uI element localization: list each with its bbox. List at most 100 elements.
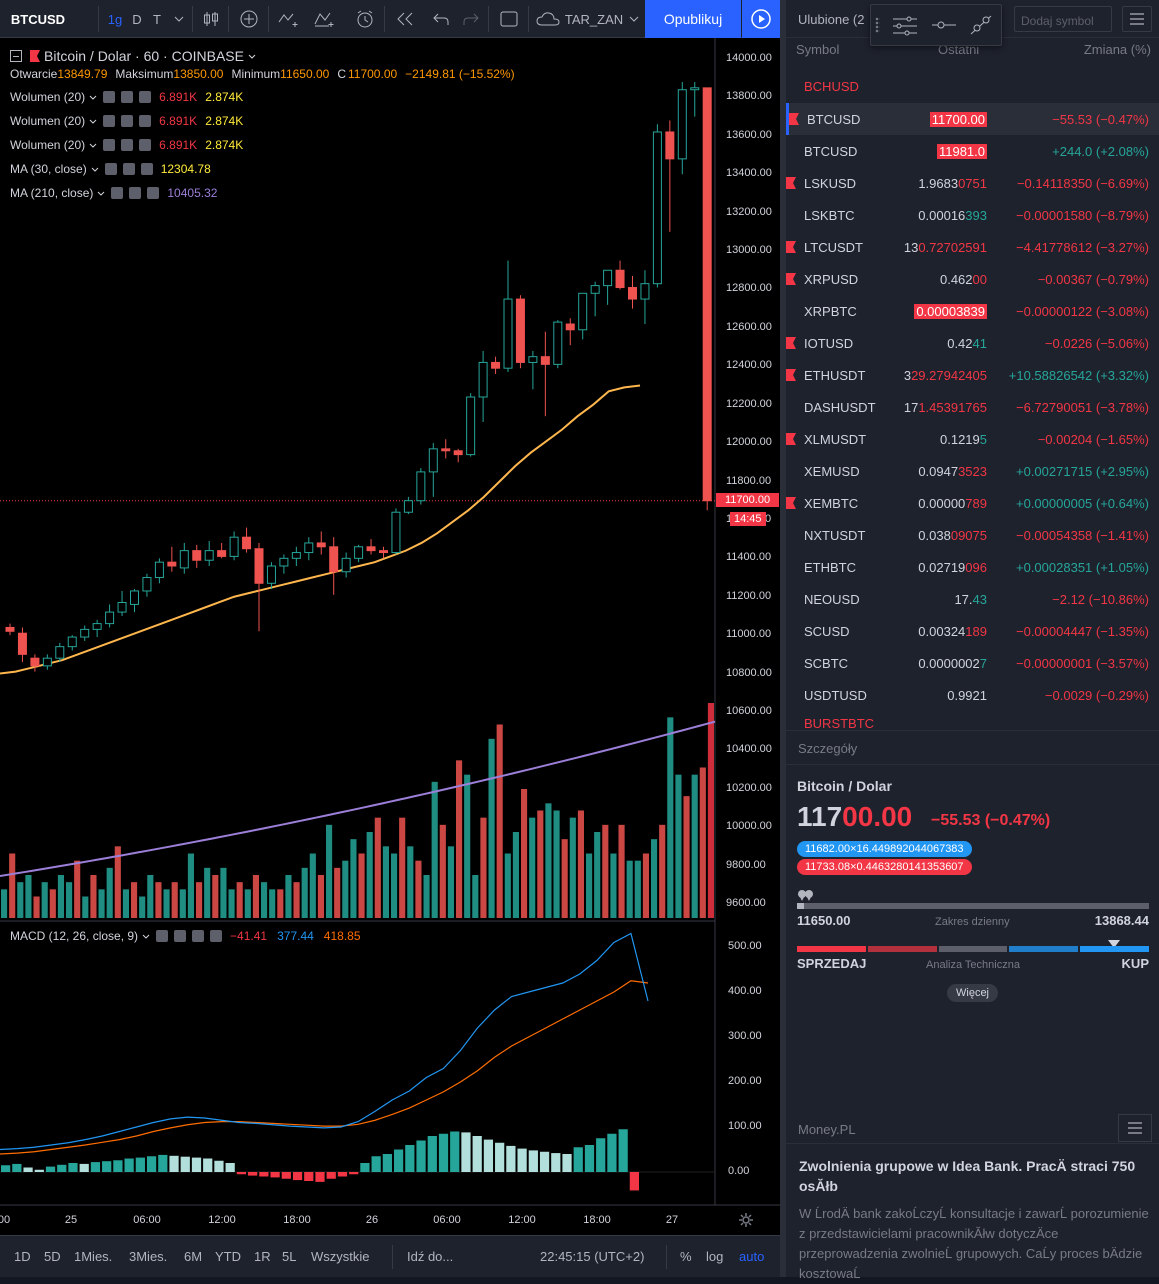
flag-icon[interactable] <box>786 273 796 285</box>
watchlist-row[interactable]: XEMBTC 0.00000789 +0.00000005 (+0.64%) <box>786 487 1159 519</box>
eye-icon[interactable] <box>103 115 116 127</box>
chevron-down-icon[interactable] <box>142 934 150 939</box>
symbol-search[interactable]: BTCUSD <box>10 11 66 27</box>
details-header[interactable]: Szczegóły <box>798 741 858 756</box>
watchlist-row[interactable]: SCBTC 0.00000027 −0.00000001 (−3.57%) <box>786 647 1159 679</box>
redo-icon[interactable] <box>458 0 484 38</box>
eye-icon[interactable] <box>103 91 116 103</box>
range-5d[interactable]: 5D <box>44 1249 61 1264</box>
chevron-down-icon[interactable] <box>89 95 97 100</box>
log-toggle[interactable]: log <box>706 1249 724 1264</box>
undo-icon[interactable] <box>428 0 454 38</box>
drag-handle-icon[interactable] <box>875 17 880 33</box>
interval-1g[interactable]: 1g <box>107 11 123 27</box>
chart-canvas[interactable] <box>0 38 780 1235</box>
range-all[interactable]: Wszystkie <box>311 1249 370 1264</box>
study-name[interactable]: Wolumen (20) <box>10 114 86 128</box>
study-name[interactable]: MA (210, close) <box>10 186 94 200</box>
play-icon[interactable] <box>742 0 780 38</box>
news-headline[interactable]: Zwolnienia grupowe w Idea Bank. PracÄ st… <box>799 1158 1136 1194</box>
chevron-down-icon[interactable] <box>170 0 188 38</box>
close-icon[interactable] <box>210 930 223 942</box>
trend-line-icon[interactable] <box>969 14 993 36</box>
list-menu-icon[interactable] <box>1118 1114 1152 1142</box>
flag-icon[interactable] <box>786 337 796 349</box>
chevron-down-icon[interactable] <box>97 191 105 196</box>
close-icon[interactable] <box>139 139 152 151</box>
horizontal-line-icon[interactable] <box>931 17 957 33</box>
candles-style-icon[interactable] <box>198 0 224 38</box>
flag-icon[interactable] <box>786 497 796 509</box>
settings-icon[interactable] <box>122 163 135 175</box>
watchlist-row[interactable]: ETHBTC 0.02719096 +0.00028351 (+1.05%) <box>786 551 1159 583</box>
news-source[interactable]: Money.PL <box>798 1122 856 1137</box>
flag-icon[interactable] <box>786 241 796 253</box>
range-1m[interactable]: 1Mies. <box>74 1249 113 1264</box>
collapse-legend-icon[interactable] <box>10 50 22 62</box>
watchlist-row[interactable]: IOTUSD 0.4241 −0.0226 (−5.06%) <box>786 327 1159 359</box>
watchlist-row[interactable]: LSKBTC 0.00016393 −0.00001580 (−8.79%) <box>786 199 1159 231</box>
range-1y[interactable]: 1R <box>254 1249 271 1264</box>
percent-toggle[interactable]: % <box>680 1249 692 1264</box>
settings-icon[interactable] <box>129 187 142 199</box>
watchlist-row[interactable]: XRPUSD 0.46200 −0.00367 (−0.79%) <box>786 263 1159 295</box>
settings-icon[interactable] <box>121 139 134 151</box>
range-ytd[interactable]: YTD <box>215 1249 241 1264</box>
horizontal-lines-icon[interactable] <box>891 15 919 37</box>
macd-name[interactable]: MACD (12, 26, close, 9) <box>10 929 139 943</box>
cloud-icon[interactable] <box>534 0 562 38</box>
watchlist-title[interactable]: Ulubione (2 <box>798 12 865 27</box>
partial-row[interactable]: BURSTBTC <box>804 716 904 729</box>
gear-icon[interactable] <box>738 1212 754 1231</box>
braces-icon[interactable] <box>192 930 205 942</box>
column-symbol[interactable]: Symbol <box>796 42 840 57</box>
eye-icon[interactable] <box>103 139 116 151</box>
replay-icon[interactable] <box>390 0 420 38</box>
close-icon[interactable] <box>139 91 152 103</box>
watchlist-row[interactable]: NEOUSD 17.43 −2.12 (−10.86%) <box>786 583 1159 615</box>
flag-icon[interactable] <box>786 177 796 189</box>
auto-toggle[interactable]: auto <box>739 1249 765 1264</box>
close-icon[interactable] <box>140 163 153 175</box>
flag-icon[interactable] <box>786 369 796 381</box>
series-title[interactable]: Bitcoin / Dolar · 60 · COINBASE <box>44 48 244 64</box>
watchlist-row[interactable]: SCUSD 0.00324189 −0.00004447 (−1.35%) <box>786 615 1159 647</box>
watchlist-row[interactable]: XEMUSD 0.09473523 +0.00271715 (+2.95%) <box>786 455 1159 487</box>
watchlist-row[interactable]: XRPBTC 0.00003839 −0.00000122 (−3.08%) <box>786 295 1159 327</box>
watchlist-row[interactable]: USDTUSD 0.9921 −0.0029 (−0.29%) <box>786 679 1159 711</box>
ta-label[interactable]: Analiza Techniczna <box>926 959 1020 971</box>
study-name[interactable]: MA (30, close) <box>10 162 87 176</box>
watchlist-row[interactable]: LSKUSD 1.96830751 −0.14118350 (−6.69%) <box>786 167 1159 199</box>
chevron-down-icon[interactable] <box>626 0 642 38</box>
section-header[interactable]: BCHUSD <box>804 79 859 94</box>
close-icon[interactable] <box>147 187 160 199</box>
watchlist-row[interactable]: LTCUSDT 130.72702591 −4.41778612 (−3.27%) <box>786 231 1159 263</box>
flag-icon[interactable] <box>789 113 799 125</box>
chart-area[interactable]: Bitcoin / Dolar · 60 · COINBASE Otwarcie… <box>0 38 780 1235</box>
more-button[interactable]: Więcej <box>947 984 999 1002</box>
watchlist-row[interactable]: ETHUSDT 329.27942405 +10.58826542 (+3.32%) <box>786 359 1159 391</box>
column-change[interactable]: Zmiana (%) <box>1083 42 1151 57</box>
publish-button[interactable]: Opublikuj <box>645 0 741 38</box>
panel-divider[interactable] <box>780 0 786 1277</box>
alert-clock-icon[interactable] <box>350 0 380 38</box>
chevron-down-icon[interactable] <box>89 119 97 124</box>
interval-d[interactable]: D <box>132 11 142 27</box>
eye-icon[interactable] <box>156 930 169 942</box>
interval-t[interactable]: T <box>153 11 161 27</box>
settings-icon[interactable] <box>121 115 134 127</box>
settings-icon[interactable] <box>174 930 187 942</box>
watchlist-row[interactable]: DASHUSDT 171.45391765 −6.72790051 (−3.78%) <box>786 391 1159 423</box>
watchlist-row[interactable]: NXTUSDT 0.03809075 −0.00054358 (−1.41%) <box>786 519 1159 551</box>
study-name[interactable]: Wolumen (20) <box>10 138 86 152</box>
watchlist-row[interactable]: BTCUSD 11981.0 +244.0 (+2.08%) <box>786 135 1159 167</box>
list-menu-icon[interactable] <box>1122 6 1152 32</box>
compare-plus-icon[interactable] <box>234 0 264 38</box>
study-name[interactable]: Wolumen (20) <box>10 90 86 104</box>
range-3m[interactable]: 3Mies. <box>129 1249 168 1264</box>
add-symbol-input[interactable]: Dodaj symbol <box>1014 6 1112 32</box>
settings-icon[interactable] <box>121 91 134 103</box>
range-5y[interactable]: 5L <box>282 1249 297 1264</box>
flag-icon[interactable] <box>786 433 796 445</box>
eye-icon[interactable] <box>104 163 117 175</box>
